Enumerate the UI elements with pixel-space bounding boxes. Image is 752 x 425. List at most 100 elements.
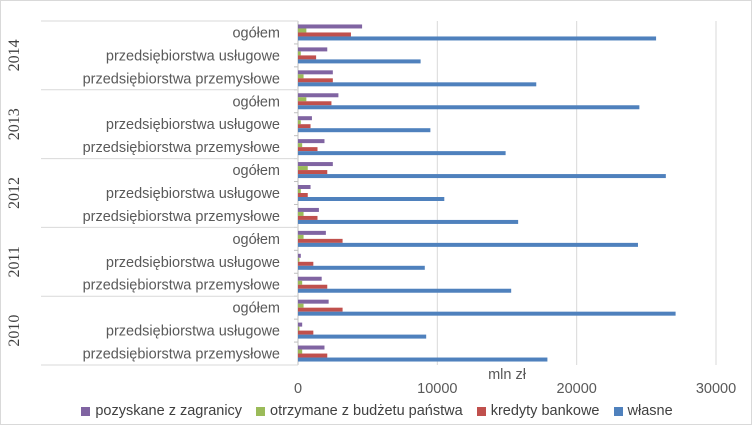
- bar-własne: [298, 174, 666, 179]
- bar-otrzymane-z-budżetu-państwa: [298, 28, 307, 33]
- bar-otrzymane-z-budżetu-państwa: [298, 74, 304, 79]
- bar-pozyskane-z-zagranicy: [298, 276, 322, 281]
- bar-pozyskane-z-zagranicy: [298, 185, 311, 189]
- year-label: 2010: [6, 315, 23, 347]
- bar-pozyskane-z-zagranicy: [298, 230, 326, 235]
- bar-własne: [298, 82, 537, 87]
- bar-własne: [298, 105, 640, 110]
- bar-pozyskane-z-zagranicy: [298, 345, 325, 350]
- legend-label: kredyty bankowe: [490, 403, 600, 419]
- legend-item: otrzymane z budżetu państwa: [256, 403, 463, 419]
- category-label: przedsiębiorstwa usługowe: [106, 324, 280, 340]
- x-tick-label: 10000: [417, 381, 457, 397]
- bar-pozyskane-z-zagranicy: [298, 253, 301, 258]
- x-tick-label: 20000: [557, 381, 597, 397]
- legend-label: pozyskane z zagranicy: [95, 403, 243, 419]
- bar-otrzymane-z-budżetu-państwa: [298, 211, 304, 216]
- legend-item: pozyskane z zagranicy: [81, 403, 242, 419]
- bar-pozyskane-z-zagranicy: [298, 139, 325, 144]
- bar-kredyty-bankowe: [298, 284, 328, 289]
- bar-otrzymane-z-budżetu-państwa: [298, 349, 303, 354]
- category-label: ogółem: [232, 94, 280, 110]
- bar-kredyty-bankowe: [298, 170, 328, 175]
- bar-otrzymane-z-budżetu-państwa: [298, 97, 307, 102]
- bar-pozyskane-z-zagranicy: [298, 93, 339, 98]
- bar-kredyty-bankowe: [298, 124, 311, 129]
- bar-otrzymane-z-budżetu-państwa: [298, 234, 304, 239]
- bar-pozyskane-z-zagranicy: [298, 299, 329, 304]
- bar-pozyskane-z-zagranicy: [298, 47, 328, 52]
- bar-kredyty-bankowe: [298, 215, 318, 220]
- year-label: 2014: [6, 39, 23, 71]
- category-label: przedsiębiorstwa usługowe: [106, 255, 280, 271]
- bar-pozyskane-z-zagranicy: [298, 70, 333, 75]
- bar-otrzymane-z-budżetu-państwa: [298, 166, 308, 171]
- bar-kredyty-bankowe: [298, 78, 333, 83]
- bar-pozyskane-z-zagranicy: [298, 207, 319, 212]
- bar-pozyskane-z-zagranicy: [298, 162, 333, 167]
- category-label: przedsiębiorstwa usługowe: [106, 117, 280, 133]
- category-label: ogółem: [232, 301, 280, 317]
- legend-item: kredyty bankowe: [476, 403, 600, 419]
- bar-własne: [298, 59, 421, 64]
- category-label: ogółem: [232, 25, 280, 41]
- legend-label: własne: [627, 403, 673, 419]
- x-tick-label: 30000: [696, 381, 736, 397]
- category-label: przedsiębiorstwa przemysłowe: [83, 347, 280, 363]
- bar-własne: [298, 219, 519, 224]
- x-tick-label: 0: [294, 381, 302, 397]
- category-label: ogółem: [232, 232, 280, 248]
- bar-kredyty-bankowe: [298, 32, 351, 37]
- bar-kredyty-bankowe: [298, 147, 318, 152]
- category-label: przedsiębiorstwa przemysłowe: [83, 140, 280, 156]
- category-label: przedsiębiorstwa przemysłowe: [83, 278, 280, 294]
- year-label: 2013: [6, 108, 23, 140]
- bar-własne: [298, 288, 512, 293]
- legend-swatch: [613, 406, 623, 416]
- bar-kredyty-bankowe: [298, 307, 343, 312]
- bar-własne: [298, 357, 548, 362]
- x-axis-title: mln zł: [488, 367, 527, 383]
- bar-otrzymane-z-budżetu-państwa: [298, 189, 301, 193]
- legend-label: otrzymane z budżetu państwa: [270, 403, 463, 419]
- bar-własne: [298, 36, 657, 41]
- bar-kredyty-bankowe: [298, 353, 328, 358]
- bar-chart: przedsiębiorstwa przemysłowe przedsiębior…: [6, 20, 736, 397]
- bar-otrzymane-z-budżetu-państwa: [298, 51, 301, 56]
- bar-otrzymane-z-budżetu-państwa: [298, 120, 301, 125]
- year-label: 2011: [6, 246, 23, 277]
- bar-pozyskane-z-zagranicy: [298, 24, 363, 29]
- bar-kredyty-bankowe: [298, 261, 314, 266]
- year-label: 2012: [6, 177, 23, 209]
- bar-własne: [298, 197, 445, 201]
- bar-kredyty-bankowe: [298, 101, 332, 106]
- category-label: przedsiębiorstwa usługowe: [106, 48, 280, 64]
- bar-otrzymane-z-budżetu-państwa: [298, 143, 303, 148]
- legend-item: własne: [613, 403, 673, 419]
- bar-pozyskane-z-zagranicy: [298, 322, 303, 327]
- bar-kredyty-bankowe: [298, 238, 343, 243]
- bar-własne: [298, 334, 427, 339]
- legend-swatch: [256, 406, 266, 416]
- bar-otrzymane-z-budżetu-państwa: [298, 303, 304, 308]
- category-label: przedsiębiorstwa usługowe: [106, 186, 280, 202]
- bar-własne: [298, 242, 638, 247]
- legend-swatch: [476, 406, 486, 416]
- category-label: przedsiębiorstwa przemysłowe: [83, 71, 280, 87]
- bar-pozyskane-z-zagranicy: [298, 116, 312, 121]
- bar-kredyty-bankowe: [298, 55, 317, 60]
- legend-swatch: [81, 406, 91, 416]
- bar-własne: [298, 151, 506, 156]
- bar-otrzymane-z-budżetu-państwa: [298, 257, 300, 262]
- bar-własne: [298, 311, 676, 316]
- category-label: przedsiębiorstwa przemysłowe: [83, 209, 280, 225]
- bar-własne: [298, 128, 431, 133]
- legend: pozyskane z zagranicy otrzymane z budżetu…: [1, 400, 752, 422]
- bar-otrzymane-z-budżetu-państwa: [298, 326, 300, 331]
- bar-kredyty-bankowe: [298, 330, 314, 335]
- bar-własne: [298, 265, 425, 270]
- category-label: ogółem: [232, 163, 280, 179]
- bar-otrzymane-z-budżetu-państwa: [298, 280, 303, 285]
- bar-kredyty-bankowe: [298, 193, 308, 197]
